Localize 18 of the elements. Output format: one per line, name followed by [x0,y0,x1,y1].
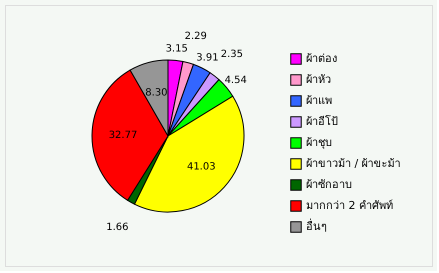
data-label: 1.66 [106,222,128,233]
legend-label: มากกว่า 2 คำศัพท์ [306,199,393,212]
legend-label: ผ้าชุบ [306,136,332,149]
data-label: 4.54 [224,74,247,86]
legend-label: ผ้าต่อง [306,52,337,65]
data-label: 8.30 [145,88,168,99]
data-label: 32.77 [108,130,138,142]
data-label: 2.35 [220,48,244,60]
legend-label: ผ้าแพ [306,94,332,107]
data-label: 3.15 [166,43,188,54]
legend-label: อื่นๆ [306,218,327,233]
legend-label: ผ้าหัว [306,73,331,86]
legend-label: ผ้าอีโป้ [306,114,338,128]
data-label: 2.29 [184,30,207,42]
legend-label: ผ้าขาวม้า / ผ้าขะม้า [306,157,401,170]
data-label: 41.03 [186,161,216,172]
legend-label: ผ้าซักอาบ [306,178,352,191]
data-label: 3.91 [196,52,219,64]
